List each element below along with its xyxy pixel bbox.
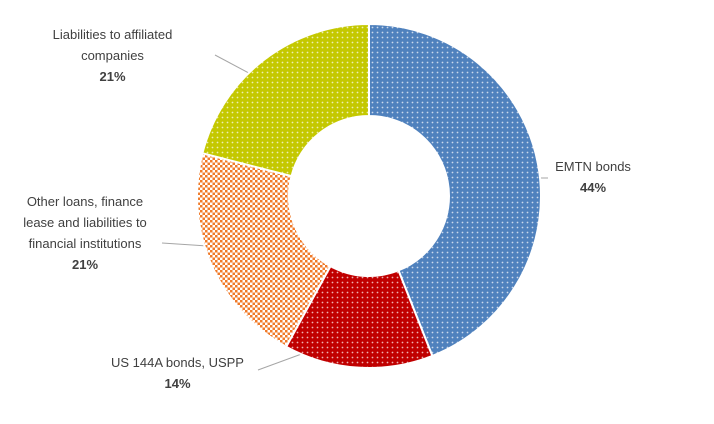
category-label: Other loans, finance lease and liabiliti… — [23, 194, 147, 251]
value-label: 14% — [164, 376, 191, 391]
slice-label: US 144A bonds, USPP 14% — [90, 352, 265, 394]
value-label: 44% — [579, 180, 607, 195]
slice-label: EMTN bonds 44% — [548, 156, 638, 198]
donut-slice — [196, 152, 332, 349]
donut-slice — [201, 22, 370, 178]
slice-label: Liabilities to affiliated companies 21% — [20, 24, 205, 87]
slice-label: Other loans, finance lease and liabiliti… — [5, 191, 165, 275]
category-label: Liabilities to affiliated companies — [52, 27, 173, 63]
value-label: 21% — [71, 257, 99, 272]
donut-slice — [368, 22, 543, 358]
category-label: US 144A bonds, USPP — [111, 355, 244, 370]
value-label: 21% — [99, 69, 126, 84]
category-label: EMTN bonds — [555, 159, 631, 174]
